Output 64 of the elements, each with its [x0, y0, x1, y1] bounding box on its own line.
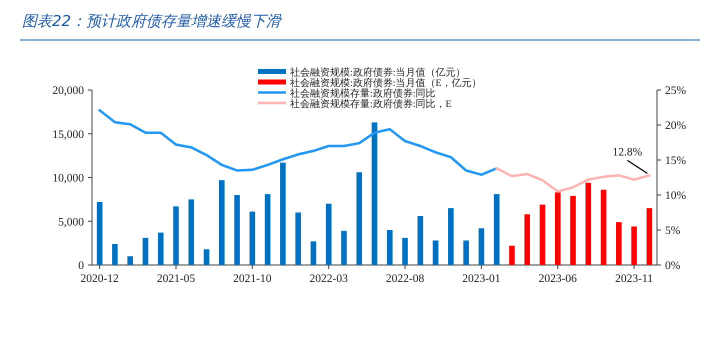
bar: [631, 226, 637, 265]
x-tick-label: 2023-11: [615, 273, 654, 285]
y2-tick-label: 20%: [665, 120, 686, 132]
bar: [478, 228, 484, 265]
bar: [402, 238, 408, 265]
bar: [418, 216, 424, 265]
line-series: [495, 167, 651, 193]
y2-tick-label: 10%: [665, 190, 686, 202]
bar: [570, 196, 576, 265]
legend-label: 社会融资规模存量:政府债券:同比: [290, 88, 436, 100]
legend-label: 社会融资规模存量:政府债券:同比，E: [290, 98, 452, 110]
bar: [600, 190, 606, 265]
bar: [204, 249, 210, 265]
bar: [494, 194, 500, 265]
bar: [616, 222, 622, 265]
y2-tick-label: 5%: [665, 225, 681, 237]
y2-tick-label: 15%: [665, 155, 686, 167]
x-tick-label: 2023-01: [462, 273, 501, 285]
bar: [218, 180, 225, 265]
x-tick-label: 2023-06: [538, 273, 578, 285]
bar: [326, 204, 332, 265]
bar: [142, 238, 148, 265]
bar: [250, 212, 256, 265]
y-tick-label: 5,000: [58, 216, 84, 228]
bar: [646, 208, 652, 265]
chart-title: 图表22：预计政府债存量增速缓慢下滑: [22, 12, 284, 30]
x-tick-label: 2020-12: [80, 273, 120, 285]
annotation: 12.8%: [612, 146, 643, 158]
bar: [234, 195, 240, 265]
x-tick-label: 2022-03: [310, 273, 348, 285]
bar: [295, 212, 301, 265]
bar: [173, 206, 179, 265]
bar: [540, 204, 546, 265]
bar: [264, 194, 270, 265]
bar: [554, 192, 561, 265]
bar: [585, 182, 592, 265]
x-tick-label: 2021-05: [156, 273, 196, 285]
y-tick-label: 10,000: [52, 172, 84, 184]
bar: [280, 162, 286, 265]
bar: [386, 230, 393, 265]
bar: [509, 246, 515, 265]
bar: [96, 202, 102, 265]
bar: [310, 241, 316, 265]
legend-label: 社会融资规模:政府债券:当月值（亿元）: [290, 66, 466, 78]
x-tick-label: 2021-10: [233, 273, 272, 285]
legend-label: 社会融资规模:政府债券:当月值（E，亿元）: [290, 77, 482, 89]
y2-tick-label: 25%: [665, 85, 686, 97]
y-tick-label: 20,000: [52, 85, 84, 97]
x-tick-label: 2022-08: [386, 273, 424, 285]
bar: [463, 240, 469, 265]
bar: [448, 208, 454, 265]
bar: [524, 214, 530, 265]
bar: [127, 256, 133, 265]
bar: [356, 172, 362, 265]
bar: [188, 199, 194, 265]
bar: [158, 232, 164, 265]
y-tick-label: 0: [78, 260, 84, 272]
bar: [432, 240, 438, 265]
y2-tick-label: 0%: [665, 260, 681, 272]
bar: [341, 230, 347, 265]
y-tick-label: 15,000: [52, 128, 84, 141]
bar: [372, 122, 378, 265]
bar: [112, 244, 118, 265]
line-series: [98, 109, 498, 176]
